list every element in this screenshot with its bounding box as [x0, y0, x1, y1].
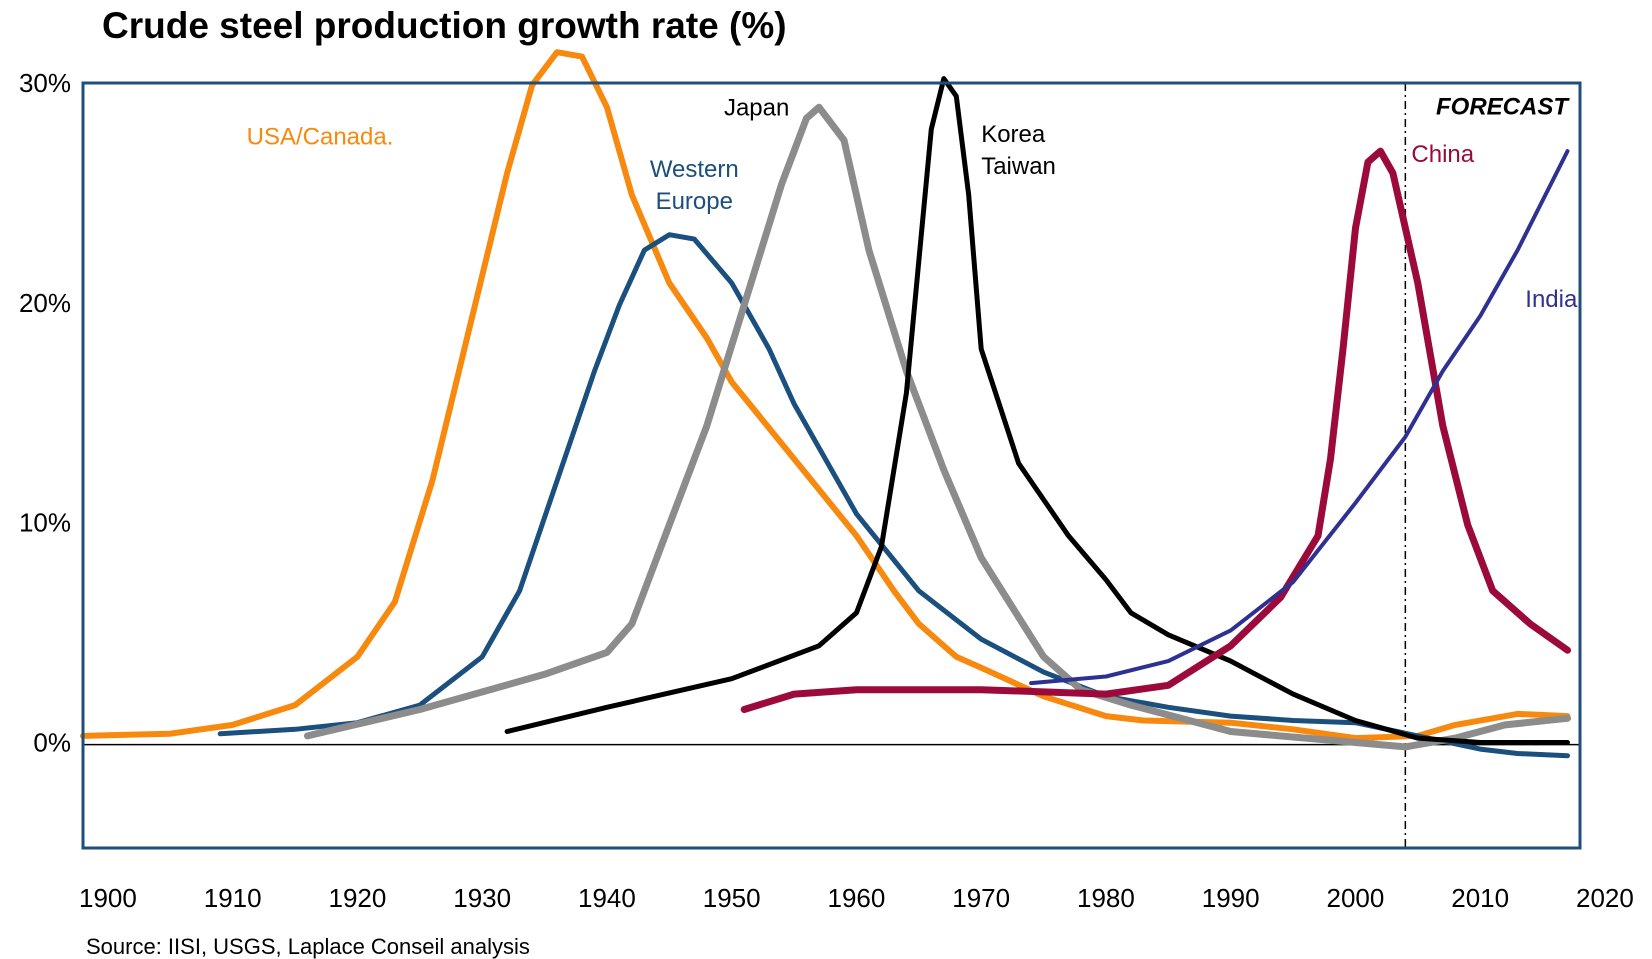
- series-line: [1029, 149, 1570, 686]
- x-tick-label: 2000: [1327, 883, 1385, 913]
- series-label: Western Europe: [650, 156, 739, 215]
- plot-frame: [81, 81, 1582, 850]
- series-line: [304, 103, 1571, 751]
- x-tick-label: 1910: [204, 883, 262, 913]
- series-line: [217, 232, 1570, 759]
- y-tick-label: 20%: [19, 288, 71, 318]
- x-tick-label: 1900: [79, 883, 137, 913]
- series-label: Korea Taiwan: [981, 121, 1056, 180]
- x-tick-label: 1970: [952, 883, 1010, 913]
- y-tick-label: 30%: [19, 68, 71, 98]
- series-line: [80, 49, 1571, 742]
- series-label: China: [1411, 141, 1474, 168]
- x-tick-label: 1930: [453, 883, 511, 913]
- series-line: [504, 76, 1570, 745]
- series-label: Japan: [724, 95, 789, 122]
- series-label: India: [1525, 286, 1578, 313]
- source-note: Source: IISI, USGS, Laplace Conseil anal…: [86, 934, 530, 959]
- y-tick-label: 0%: [33, 728, 71, 758]
- x-tick-label: 2020: [1576, 883, 1634, 913]
- series-label: USA/Canada.: [247, 123, 394, 150]
- x-tick-label: 2010: [1451, 883, 1509, 913]
- x-tick-label: 1940: [578, 883, 636, 913]
- x-tick-label: 1950: [703, 883, 761, 913]
- forecast-label: FORECAST: [1436, 93, 1570, 120]
- chart-title: Crude steel production growth rate (%): [102, 5, 787, 46]
- series-line: [740, 147, 1571, 713]
- x-tick-label: 1990: [1202, 883, 1260, 913]
- x-tick-label: 1920: [329, 883, 387, 913]
- x-tick-label: 1980: [1077, 883, 1135, 913]
- x-tick-label: 1960: [828, 883, 886, 913]
- y-tick-label: 10%: [19, 508, 71, 538]
